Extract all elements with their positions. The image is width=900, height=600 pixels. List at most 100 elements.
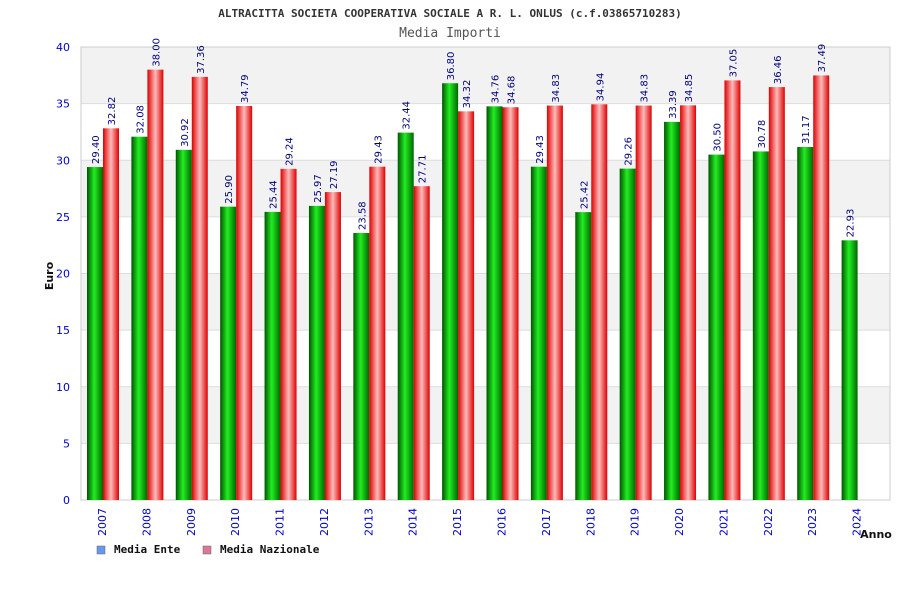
bar-media-nazionale [680,105,697,500]
bar-media-nazionale [591,104,608,500]
x-axis: 2007 2008 2009 2010 2011 2012 2013 2014 2015 2016… [96,508,864,536]
legend-label: Media Ente [114,543,181,556]
x-tick-label: 2010 [229,508,242,536]
y-tick-label: 15 [56,324,70,337]
data-label: 33.39 [668,90,679,119]
x-tick-label: 2019 [629,508,642,536]
bar-media-ente [308,205,325,500]
y-tick-label: 0 [63,494,70,507]
data-label: 34.85 [684,74,695,103]
bar-media-ente [264,211,281,500]
legend-swatch [202,545,212,555]
data-label: 32.82 [107,97,118,126]
chart-subtitle: Media Importi [399,26,501,41]
bar-media-ente [397,132,414,500]
bar-media-ente [175,149,192,500]
bar-media-nazionale [324,192,341,501]
data-label: 29.43 [373,135,384,164]
bar-media-nazionale [280,168,297,500]
data-label: 36.80 [446,52,457,81]
y-tick-label: 25 [56,211,70,224]
x-tick-label: 2021 [717,508,730,536]
y-axis-label: Euro [43,261,56,290]
data-label: 34.68 [507,76,518,105]
data-label: 25.90 [224,175,235,204]
chart-title: ALTRACITTA SOCIETA COOPERATIVA SOCIALE A… [218,7,682,20]
bar-media-nazionale [502,107,519,501]
bar-media-nazionale [768,87,785,500]
grid-band [81,47,890,104]
bar-media-ente [708,154,725,500]
data-label: 29.40 [91,135,102,164]
data-label: 25.44 [269,180,280,209]
data-label: 37.05 [728,49,739,78]
plot-border [80,46,891,501]
x-tick-label: 2014 [407,508,420,536]
data-label: 27.19 [329,160,340,189]
bar-media-nazionale [191,76,208,500]
legend: Media Ente Media Nazionale [96,543,320,556]
x-tick-label: 2016 [496,508,509,536]
bar-media-nazionale [236,106,253,501]
y-tick-label: 35 [56,98,70,111]
bar-media-nazionale [103,128,119,500]
legend-swatch [96,545,106,555]
x-tick-label: 2007 [96,508,109,536]
x-tick-label: 2009 [185,508,198,536]
data-label: 34.79 [240,74,251,103]
bar-media-ente [131,136,148,500]
x-tick-label: 2022 [762,508,775,536]
data-label: 34.83 [640,74,651,103]
x-tick-label: 2011 [274,508,287,536]
bar-media-nazionale [369,166,386,500]
data-label: 27.71 [418,155,429,184]
bar-media-nazionale [413,186,430,500]
data-label: 37.36 [196,45,207,74]
x-tick-label: 2020 [673,508,686,536]
bar-media-ente [841,240,858,500]
data-label: 34.76 [491,75,502,104]
value-labels: 29.40 32.82 32.08 38.00 30.92 37.36 25.90 34.79… [91,38,857,237]
bar-media-ente [797,146,814,500]
bars [87,69,858,501]
data-label: 31.17 [801,115,812,144]
data-label: 25.97 [313,174,324,203]
data-label: 36.46 [773,55,784,84]
x-tick-label: 2018 [584,508,597,536]
grid-band [81,103,890,161]
data-label: 32.08 [135,105,146,134]
bar-media-ente [575,212,592,500]
data-label: 30.92 [180,118,191,147]
x-tick-label: 2024 [851,508,864,536]
data-label: 23.58 [357,201,368,230]
x-axis-label: Anno [860,528,892,541]
data-label: 34.83 [551,74,562,103]
data-label: 22.93 [846,209,857,238]
data-label: 32.44 [402,101,413,130]
bar-media-nazionale [724,80,741,500]
data-label: 29.26 [624,137,635,166]
bar-media-ente [220,206,237,500]
y-tick-label: 5 [63,437,70,450]
bar-media-ente [530,166,547,500]
bar-media-ente [87,167,103,501]
bar-media-nazionale [813,75,830,500]
data-label: 30.78 [757,120,768,149]
bar-media-ente [752,151,769,500]
legend-label: Media Nazionale [220,543,320,556]
bar-media-ente [353,232,370,501]
x-tick-label: 2023 [806,508,819,536]
x-tick-label: 2017 [540,508,553,536]
data-label: 30.50 [712,123,723,152]
data-label: 29.24 [285,137,296,166]
data-label: 29.43 [535,135,546,164]
bar-media-nazionale [546,105,563,501]
bar-media-ente [486,106,503,500]
y-tick-label: 30 [56,154,70,167]
x-tick-label: 2012 [318,508,331,536]
x-tick-label: 2015 [451,508,464,536]
data-label: 34.32 [462,80,473,109]
bar-media-ente [619,168,636,500]
y-tick-label: 40 [56,41,70,54]
